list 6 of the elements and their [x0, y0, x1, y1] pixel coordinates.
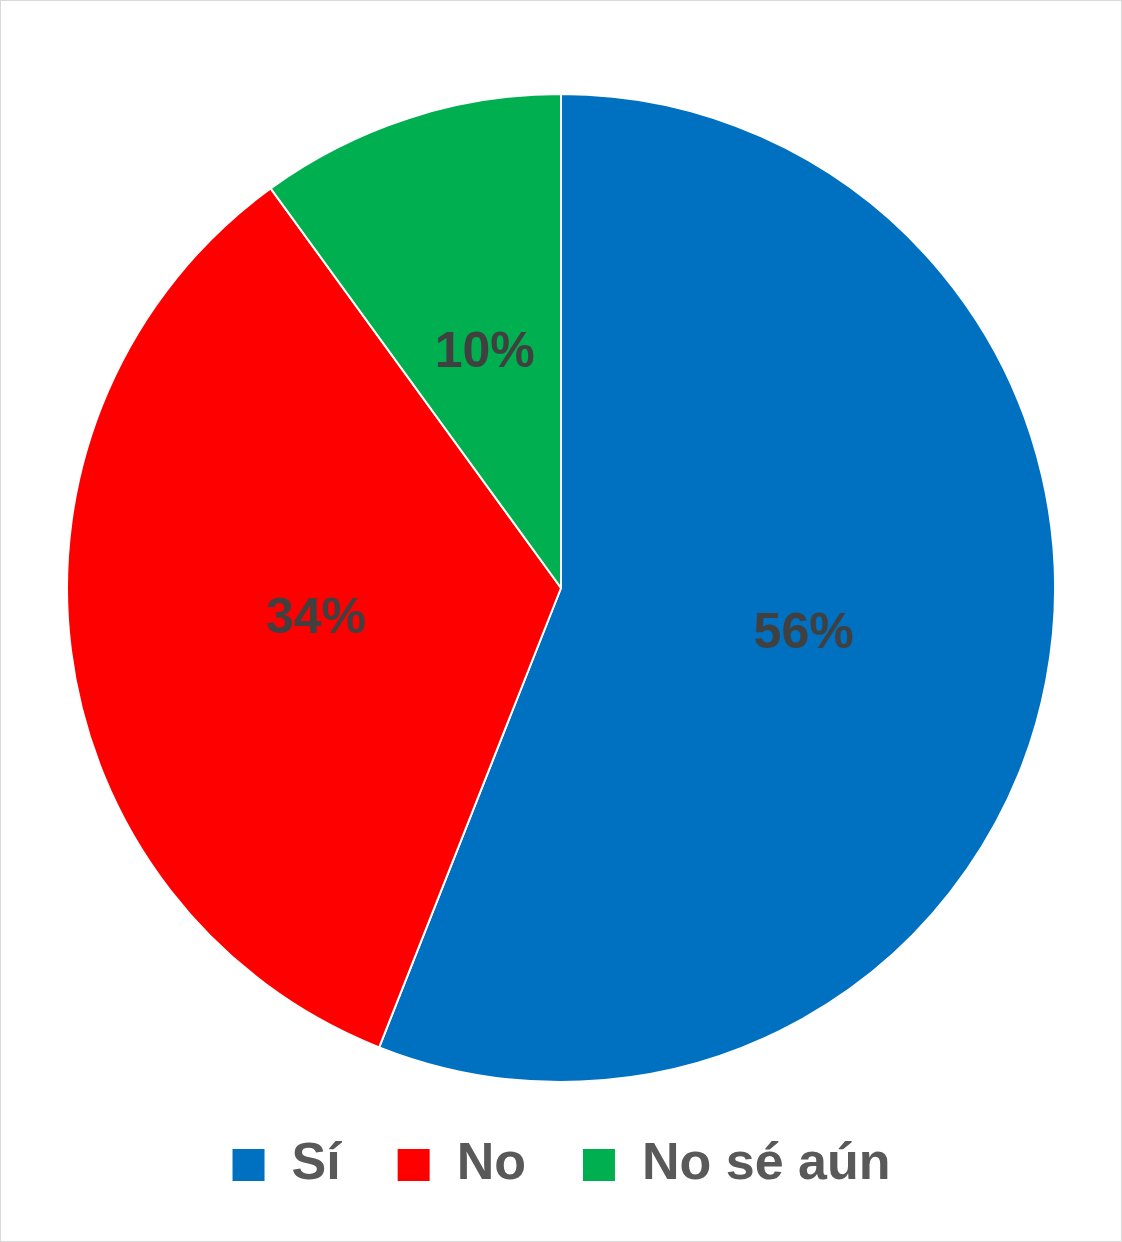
legend-label: No sé aún: [641, 1132, 891, 1191]
legend-label: Sí: [291, 1132, 343, 1191]
data-label: 56%: [753, 603, 854, 660]
data-label: 34%: [265, 587, 366, 644]
data-label: 10%: [434, 321, 535, 378]
legend-label: No: [456, 1132, 526, 1191]
